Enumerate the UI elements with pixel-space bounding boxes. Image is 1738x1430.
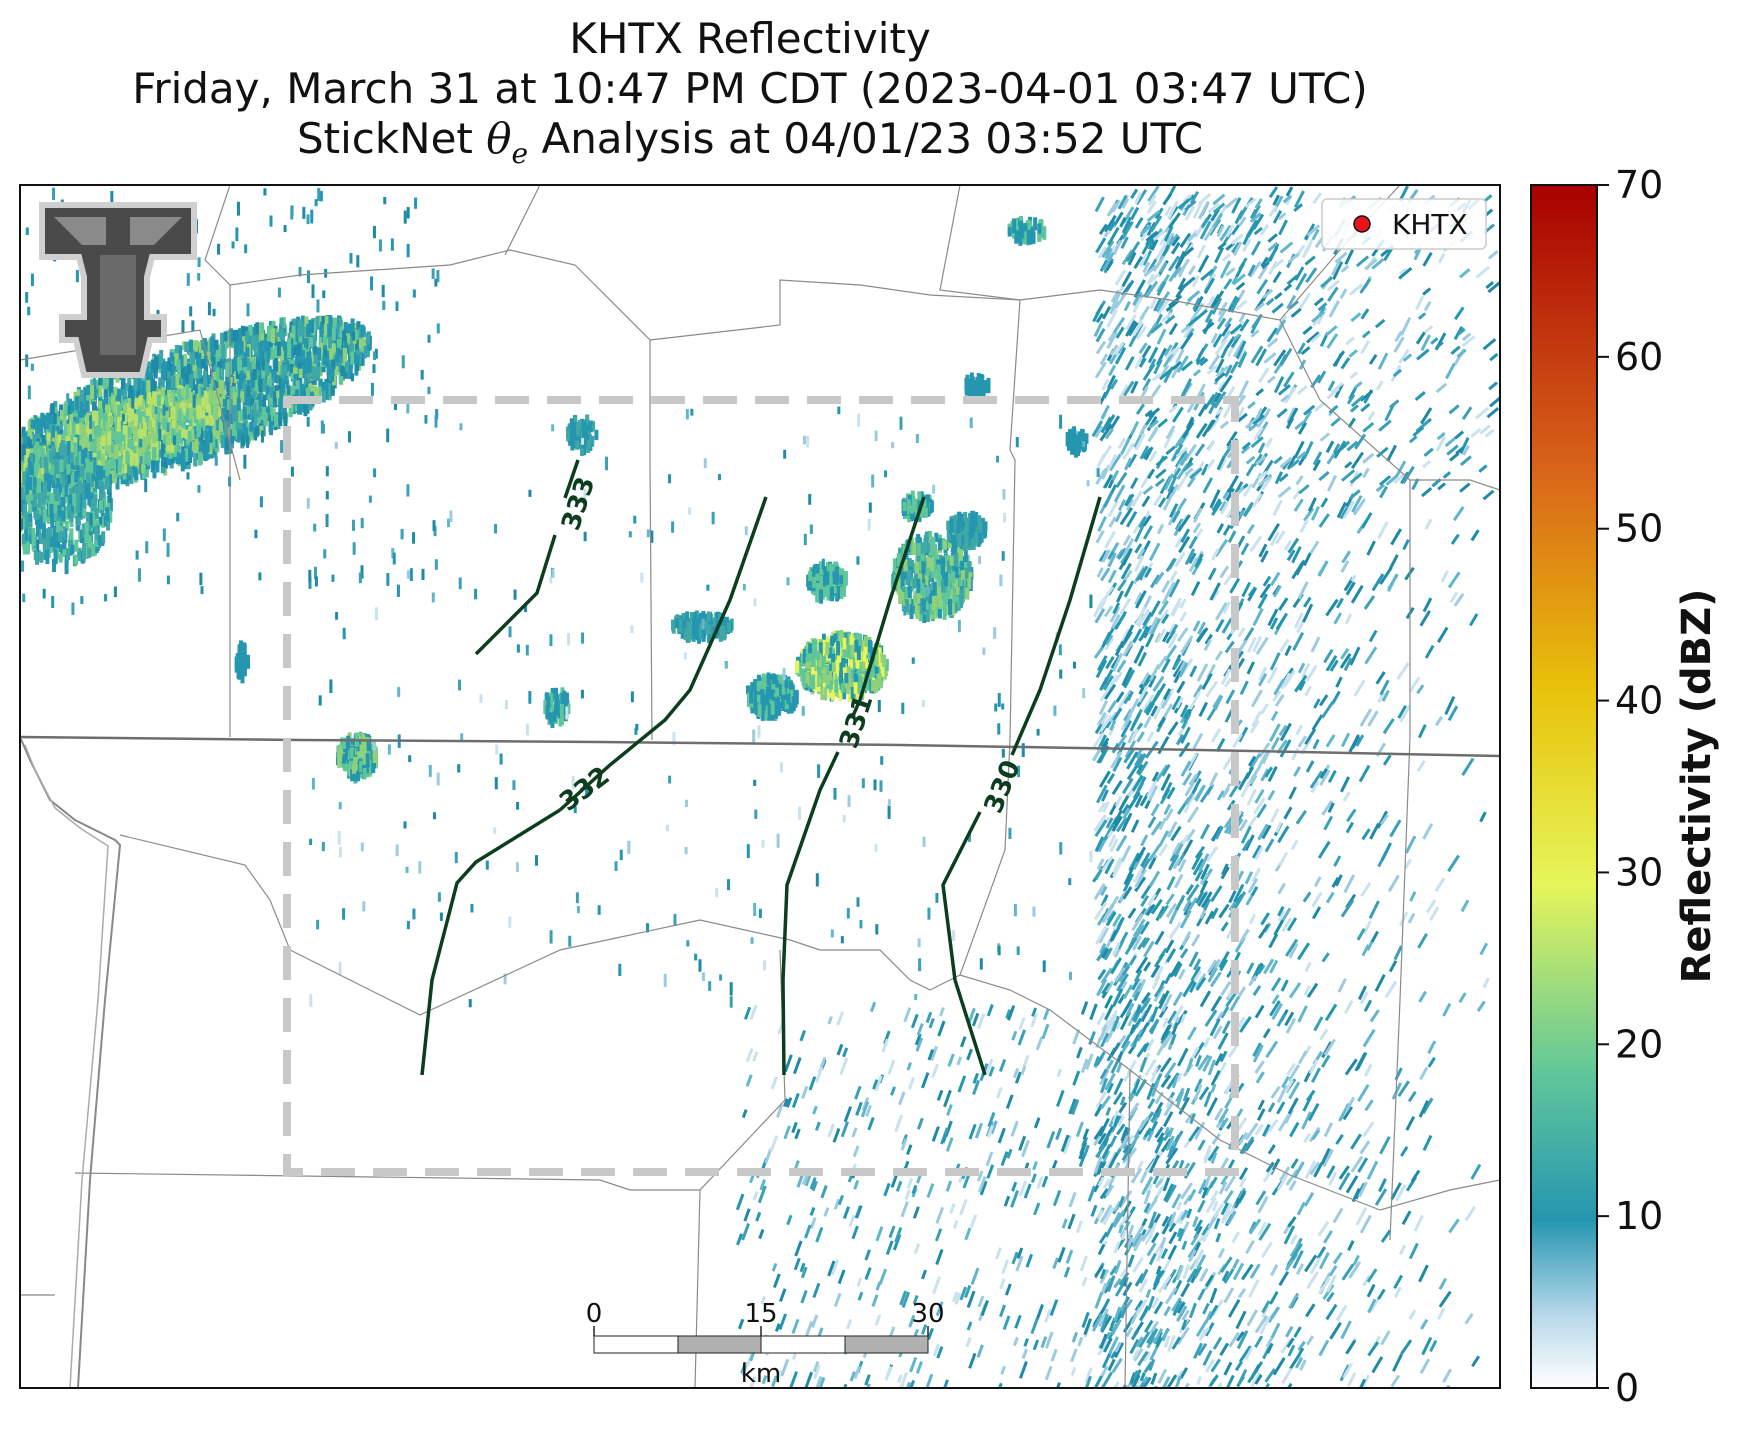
colorbar-tick-label: 70 [1615,163,1663,207]
colorbar-ticks: 0 10 20 30 40 50 60 70 [1597,163,1663,1410]
colorbar-tick-label: 0 [1615,1366,1639,1410]
map-frame [19,184,1501,1389]
legend-label: KHTX [1392,208,1468,241]
colorbar-tick-label: 40 [1615,679,1663,723]
colorbar-title: Reflectivity (dBZ) [1674,589,1720,984]
state-boundary [20,735,1500,758]
colorbar-tick-label: 20 [1615,1022,1663,1066]
texas-tech-logo [39,202,197,378]
title-line-2: Friday, March 31 at 10:47 PM CDT (2023-0… [132,64,1368,113]
contour-332-line [558,496,768,812]
contour-label-330: 330 [979,756,1027,818]
scale-tick-15: 15 [744,1299,777,1329]
title-line-3: StickNet θe Analysis at 04/01/23 03:52 U… [296,114,1204,170]
contour-331-upper [850,496,926,719]
colorbar-gradient [1530,184,1598,1389]
colorbar-tick-label: 30 [1615,850,1663,894]
river-boundary [20,736,122,1388]
reflectivity-echoes [20,185,1500,1388]
contour-333-upper [563,459,580,499]
colorbar: 0 10 20 30 40 50 60 70 Reflectivity (dBZ) [1530,163,1720,1410]
scale-tick-30: 30 [911,1299,944,1329]
scale-tick-0: 0 [586,1299,603,1329]
analysis-domain-box [283,396,1239,1176]
contour-332-lower [420,808,561,1076]
contour-330-upper [1010,496,1102,756]
colorbar-tick-label: 60 [1615,335,1663,379]
legend: KHTX [1321,198,1487,250]
contour-333-line [474,534,557,656]
title-line-1: KHTX Reflectivity [569,14,931,63]
theta-e-contours [420,459,1102,1076]
scale-unit: km [741,1359,781,1389]
colorbar-tick-label: 10 [1615,1194,1663,1238]
contour-330-lower [941,811,987,1076]
khtx-marker-icon [1353,215,1371,233]
contour-label-333: 333 [556,473,601,534]
contour-331-lower [781,751,840,1076]
scale-bar: 0 15 30 km [586,1299,945,1389]
colorbar-tick-label: 50 [1615,507,1663,551]
